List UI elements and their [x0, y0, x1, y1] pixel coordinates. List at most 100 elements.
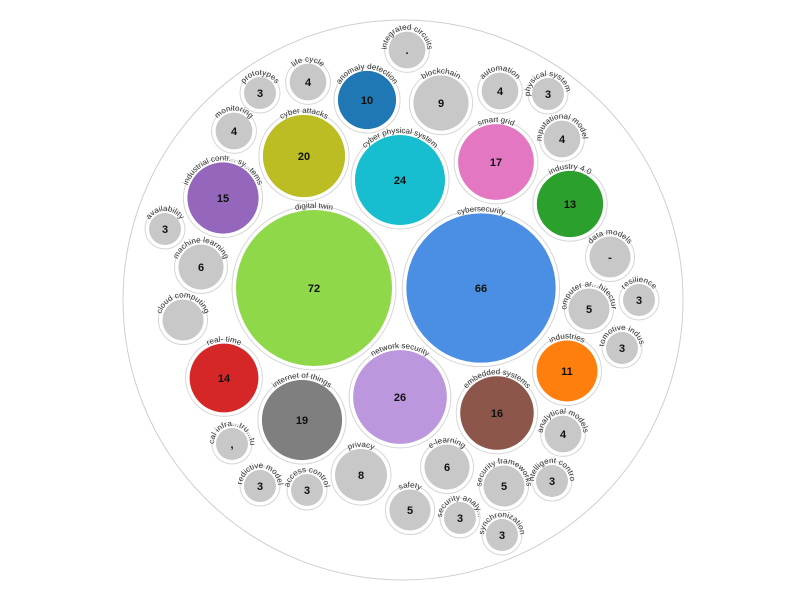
bubble-topic-label: digital twin — [294, 201, 334, 212]
bubble-value-label: 15 — [217, 193, 229, 205]
bubble-circle[interactable] — [354, 134, 446, 226]
bubble-value-label: 6 — [198, 262, 204, 274]
bubble-circle[interactable] — [406, 213, 556, 363]
bubble-circle[interactable] — [536, 340, 598, 402]
bubble-topic-label: life cycle — [289, 55, 326, 69]
bubble-circle[interactable] — [236, 210, 392, 366]
bubble-topic-label-path: availability — [144, 204, 186, 221]
bubble-circle[interactable] — [189, 343, 259, 413]
bubble-value-label: 14 — [218, 373, 231, 385]
bubble-topic-label: privacy — [346, 440, 376, 452]
bubble-circle[interactable] — [178, 244, 224, 290]
bubble-circle[interactable] — [568, 288, 610, 330]
bubble-circle[interactable] — [444, 502, 476, 534]
bubble-real-time[interactable]: 14 real- time — [185, 335, 263, 417]
bubble-prototypes[interactable]: 3 prototypes — [239, 68, 282, 114]
bubble-availability[interactable]: 3 availability — [144, 204, 186, 250]
bubble-digital-twin[interactable]: 72 digital twin — [231, 201, 397, 371]
bubble-circle[interactable] — [216, 428, 248, 460]
bubble-value-label: , — [230, 439, 233, 451]
bubble-circle[interactable] — [215, 112, 253, 150]
bubble-circle[interactable] — [337, 70, 397, 130]
bubble-circle[interactable] — [623, 284, 655, 316]
bubble-value-label: 26 — [394, 392, 406, 404]
bubble-circle[interactable] — [262, 114, 346, 198]
bubble-value-label: 72 — [308, 283, 320, 295]
bubble-circle[interactable] — [353, 350, 447, 444]
bubble-circle[interactable] — [536, 170, 604, 238]
bubble-value-label: 4 — [560, 429, 567, 441]
bubble-topic-label-path: life cycle — [289, 55, 326, 69]
bubble-circle[interactable] — [532, 78, 564, 110]
bubble-industries[interactable]: 11 industries — [532, 332, 602, 406]
bubble-circle[interactable] — [413, 75, 469, 131]
bubble-circle[interactable] — [289, 63, 327, 101]
bubble-value-label: 3 — [619, 343, 625, 355]
bubble-circle[interactable] — [606, 332, 638, 364]
bubble-value-label: 19 — [296, 415, 308, 427]
bubble-topic-label-path: cybersecurity — [456, 204, 506, 217]
bubble-cybersecurity[interactable]: 66 cybersecurity — [401, 204, 561, 368]
bubble-circle[interactable] — [162, 299, 204, 341]
bubble-circle[interactable] — [335, 449, 387, 501]
bubble-circle[interactable] — [291, 474, 323, 506]
bubble-topic-label: prototypes — [239, 68, 282, 85]
bubble-value-label: 3 — [545, 89, 551, 101]
bubble-circle[interactable] — [460, 376, 534, 450]
bubble-value-label: 3 — [304, 485, 310, 497]
bubble-circle[interactable] — [244, 470, 276, 502]
bubble-value-label: 8 — [358, 470, 364, 482]
bubble-circle[interactable] — [388, 31, 426, 69]
bubble-data-models[interactable]: -data models — [584, 227, 636, 283]
bubble-value-label: 3 — [636, 295, 642, 307]
bubble-circle[interactable] — [544, 415, 582, 453]
bubble-value-label: 20 — [298, 151, 310, 163]
bubble-value-label: 5 — [586, 304, 592, 316]
bubble-privacy[interactable]: 8 privacy — [330, 440, 392, 506]
bubble-circle[interactable] — [458, 124, 534, 200]
bubble-circle[interactable] — [589, 236, 631, 278]
bubble-topic-label: industries — [547, 332, 586, 345]
bubble-value-label: 17 — [490, 157, 502, 169]
bubble-topic-label-path: privacy — [346, 440, 376, 452]
bubble-circle[interactable] — [481, 72, 519, 110]
bubble-circle[interactable] — [424, 444, 470, 490]
bubble-value-label: 13 — [564, 199, 576, 211]
bubble-topic-label-path: real- time — [205, 335, 243, 348]
bubble-circle[interactable] — [483, 465, 525, 507]
bubble-circle[interactable] — [244, 77, 276, 109]
bubble-blockchain[interactable]: 9 blockchain — [408, 66, 474, 136]
bubble-value-label: 3 — [257, 88, 263, 100]
bubble-circle[interactable] — [149, 213, 181, 245]
bubble-circle[interactable] — [389, 489, 431, 531]
bubble-circle[interactable] — [261, 379, 343, 461]
bubble-circle[interactable] — [187, 162, 259, 234]
bubble-circle[interactable] — [486, 519, 518, 551]
bubble-life-cycle[interactable]: 4 life cycle — [285, 55, 331, 105]
bubble-value-label: 11 — [561, 366, 573, 378]
bubble-circle[interactable] — [543, 120, 581, 158]
bubble-value-label: 24 — [394, 175, 407, 187]
bubble-e-learning[interactable]: 6e-learning — [419, 435, 475, 495]
bubble-value-label: 4 — [497, 86, 504, 98]
bubble-integrated-circuits[interactable]: .integrated circuits — [380, 23, 435, 73]
bubble-circle[interactable] — [536, 465, 568, 497]
